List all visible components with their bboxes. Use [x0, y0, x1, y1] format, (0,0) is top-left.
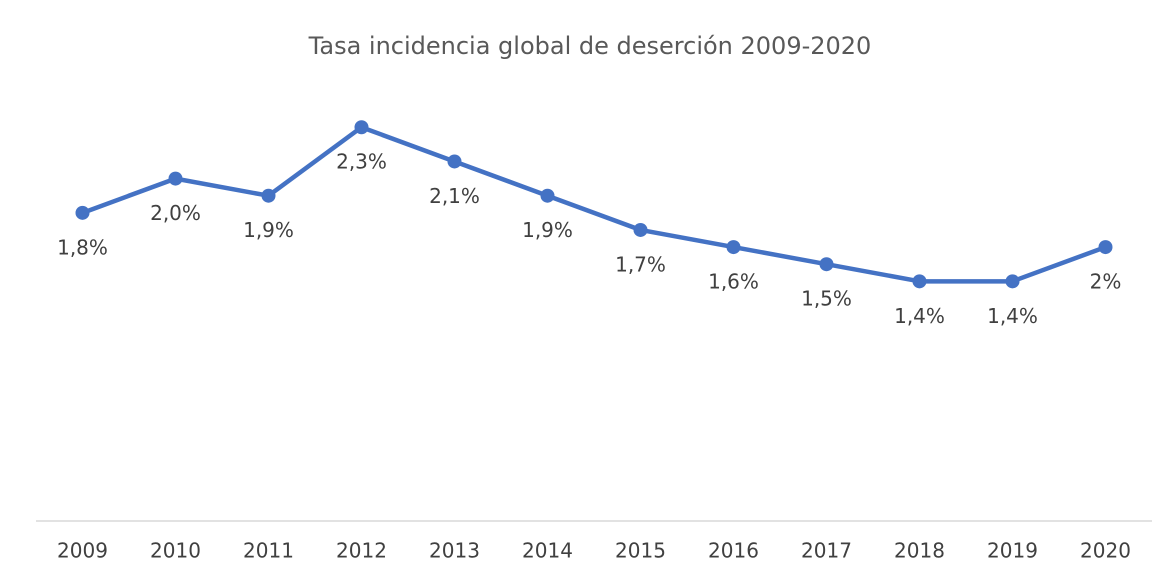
data-label: 1,4% — [894, 304, 945, 328]
marker — [447, 154, 462, 169]
data-label: 2,0% — [150, 201, 201, 225]
marker — [75, 205, 90, 220]
data-label: 1,8% — [57, 235, 108, 259]
x-tick-label: 2014 — [522, 539, 573, 563]
data-label: 1,5% — [801, 287, 852, 311]
x-tick-label: 2011 — [243, 539, 294, 563]
data-label: 2% — [1090, 270, 1122, 294]
marker — [633, 222, 648, 237]
x-tick-label: 2020 — [1080, 539, 1131, 563]
data-label: 2,3% — [336, 150, 387, 174]
marker — [1005, 274, 1020, 289]
x-tick-label: 2015 — [615, 539, 666, 563]
x-tick-label: 2017 — [801, 539, 852, 563]
data-label: 1,7% — [615, 252, 666, 276]
data-label: 1,4% — [987, 304, 1038, 328]
x-tick-label: 2012 — [336, 539, 387, 563]
line — [80, 124, 1108, 284]
marker — [1098, 240, 1113, 255]
x-tick-label: 2010 — [150, 539, 201, 563]
x-tick-label: 2018 — [894, 539, 945, 563]
marker — [354, 120, 369, 135]
x-tick-label: 2019 — [987, 539, 1038, 563]
x-tick-label: 2013 — [429, 539, 480, 563]
marker — [261, 188, 276, 203]
marker — [540, 188, 555, 203]
x-tick-label: 2016 — [708, 539, 759, 563]
data-label: 1,9% — [522, 218, 573, 242]
marker — [912, 274, 927, 289]
marker — [819, 257, 834, 272]
data-label: 1,9% — [243, 218, 294, 242]
marker — [726, 240, 741, 255]
data-label: 2,1% — [429, 184, 480, 208]
x-tick-label: 2009 — [57, 539, 108, 563]
chart-title: Tasa incidencia global de deserción 2009… — [308, 32, 872, 60]
marker — [168, 171, 183, 186]
data-label: 1,6% — [708, 270, 759, 294]
